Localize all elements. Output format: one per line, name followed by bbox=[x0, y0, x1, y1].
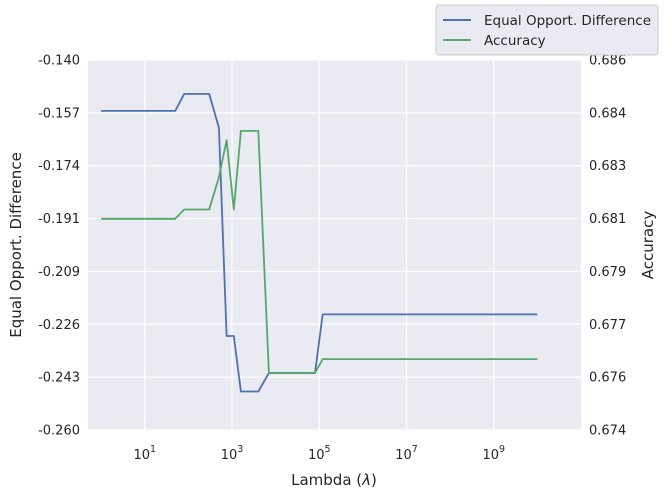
y-tick-label-left: -0.157 bbox=[38, 106, 80, 121]
x-tick-label: 103 bbox=[221, 444, 244, 463]
y-tick-label-left: -0.174 bbox=[38, 159, 80, 174]
y-tick-label-left: -0.191 bbox=[38, 212, 80, 227]
y-tick-label-right: 0.676 bbox=[589, 371, 626, 386]
y-tick-label-right: 0.679 bbox=[589, 265, 626, 280]
y-axis-label-left: Equal Opport. Difference bbox=[7, 152, 25, 338]
y-tick-label-right: 0.686 bbox=[589, 54, 626, 69]
y-tick-label-left: -0.209 bbox=[38, 265, 80, 280]
x-tick-label: 107 bbox=[395, 444, 418, 463]
series-line-accuracy bbox=[101, 129, 538, 374]
y-tick-label-left: -0.243 bbox=[38, 371, 80, 386]
y-tick-label-right: 0.681 bbox=[589, 212, 626, 227]
grid-lines bbox=[88, 59, 581, 431]
y-tick-label-right: 0.683 bbox=[589, 159, 626, 174]
plot-area bbox=[88, 60, 581, 430]
legend-label-equal-opport: Equal Opport. Difference bbox=[484, 13, 651, 29]
x-tick-label: 109 bbox=[482, 444, 505, 463]
y-axis-label-right: Accuracy bbox=[639, 211, 657, 280]
legend: Equal Opport. Difference Accuracy bbox=[435, 4, 659, 56]
legend-box bbox=[435, 4, 659, 56]
y-tick-label-left: -0.226 bbox=[38, 318, 80, 333]
y-tick-label-left: -0.140 bbox=[38, 54, 80, 69]
series-lines bbox=[101, 93, 538, 393]
y-tick-label-left: -0.260 bbox=[38, 424, 80, 439]
x-tick-label: 105 bbox=[308, 444, 331, 463]
legend-label-accuracy: Accuracy bbox=[484, 33, 546, 49]
y-tick-label-right: 0.674 bbox=[589, 424, 626, 439]
x-tick-label: 101 bbox=[133, 444, 156, 463]
y-tick-label-right: 0.677 bbox=[589, 318, 626, 333]
y-tick-label-right: 0.684 bbox=[589, 106, 626, 121]
x-axis-label: Lambda (λ) bbox=[291, 471, 377, 489]
tick-labels: -0.140 0.686 -0.157 0.684 -0.174 0.683 -0.191 0… bbox=[38, 54, 626, 464]
